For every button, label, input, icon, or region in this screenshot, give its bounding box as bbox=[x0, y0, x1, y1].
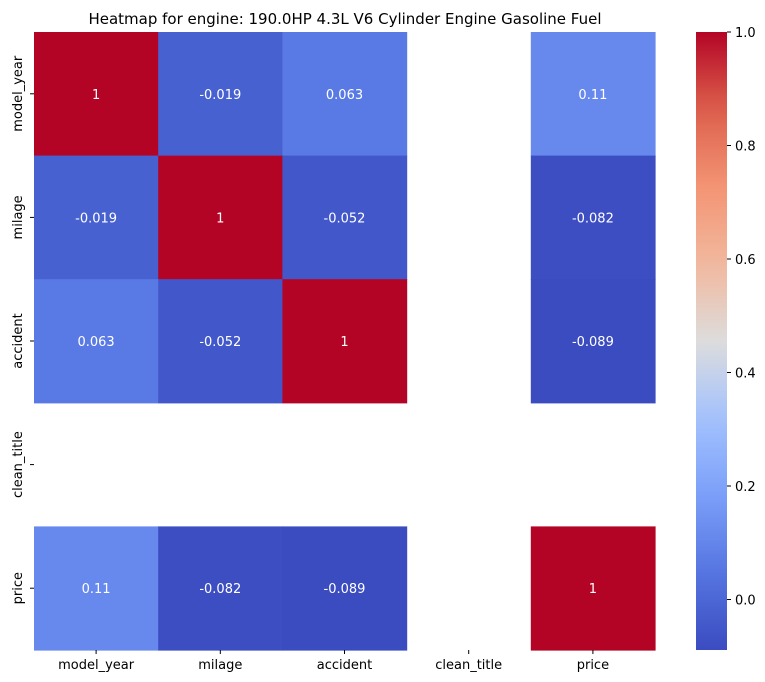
x-tick-label: clean_title bbox=[435, 658, 502, 673]
cell-value-label: 0.11 bbox=[82, 582, 111, 597]
heatmap-cell-milage-price bbox=[530, 155, 656, 280]
y-tick-label: accident bbox=[11, 313, 26, 368]
y-tick-label: clean_title bbox=[11, 431, 26, 498]
x-tick-label: price bbox=[577, 658, 609, 673]
y-tick-label: price bbox=[11, 572, 26, 604]
heatmap-cell-price-milage bbox=[158, 526, 283, 651]
heatmap-cell-labels: 1 -0.019 0.063 0.11 -0.019 1 -0.052 -0.082 0.063… bbox=[75, 88, 614, 597]
colorbar-tick-label: 0.8 bbox=[735, 139, 756, 154]
cell-value-label: 0.11 bbox=[578, 88, 607, 103]
cell-value-label: -0.052 bbox=[324, 211, 366, 226]
x-axis: model_year milage accident clean_title price bbox=[58, 650, 609, 673]
heatmap-cell-model_year-accident bbox=[282, 32, 408, 157]
x-tick-label: milage bbox=[198, 658, 242, 673]
cell-value-label: -0.089 bbox=[324, 582, 366, 597]
heatmap-cell-milage-model_year bbox=[34, 155, 159, 280]
chart-title: Heatmap for engine: 190.0HP 4.3L V6 Cyli… bbox=[88, 10, 601, 28]
heatmap-cell-price-accident bbox=[282, 526, 408, 651]
cell-value-label: 1 bbox=[92, 88, 100, 103]
cell-value-label: 0.063 bbox=[77, 335, 114, 350]
heatmap-cell-model_year-price bbox=[530, 32, 656, 157]
colorbar: 0.0 0.2 0.4 0.6 0.8 1.0 bbox=[696, 26, 756, 650]
heatmap-cell-price-price bbox=[530, 526, 656, 651]
cell-value-label: -0.089 bbox=[572, 335, 614, 350]
colorbar-tick-label: 1.0 bbox=[735, 26, 756, 41]
heatmap-cell-accident-milage bbox=[158, 279, 283, 404]
colorbar-tick-label: 0.0 bbox=[735, 593, 756, 608]
heatmap-cell-model_year-model_year bbox=[34, 32, 159, 157]
cell-value-label: 1 bbox=[216, 211, 224, 226]
cell-value-label: -0.082 bbox=[572, 211, 614, 226]
heatmap-cell-accident-model_year bbox=[34, 279, 159, 404]
cell-value-label: 0.063 bbox=[326, 88, 363, 103]
colorbar-tick-label: 0.6 bbox=[735, 253, 756, 268]
y-tick-label: model_year bbox=[11, 55, 26, 132]
cell-value-label: -0.019 bbox=[199, 88, 241, 103]
x-tick-label: model_year bbox=[58, 658, 135, 673]
heatmap-cell-milage-accident bbox=[282, 155, 408, 280]
colorbar-gradient bbox=[696, 32, 727, 650]
cell-value-label: -0.019 bbox=[75, 211, 117, 226]
heatmap-cells bbox=[34, 32, 656, 651]
heatmap-cell-price-model_year bbox=[34, 526, 159, 651]
colorbar-tick-label: 0.4 bbox=[735, 366, 756, 381]
heatmap-cell-accident-price bbox=[530, 279, 656, 404]
heatmap-cell-model_year-milage bbox=[158, 32, 283, 157]
y-tick-label: milage bbox=[11, 195, 26, 239]
cell-value-label: 1 bbox=[340, 335, 348, 350]
cell-value-label: 1 bbox=[589, 582, 597, 597]
colorbar-tick-label: 0.2 bbox=[735, 480, 756, 495]
cell-value-label: -0.052 bbox=[199, 335, 241, 350]
heatmap-cell-milage-milage bbox=[158, 155, 283, 280]
cell-value-label: -0.082 bbox=[199, 582, 241, 597]
heatmap-cell-accident-accident bbox=[282, 279, 408, 404]
x-tick-label: accident bbox=[317, 658, 372, 673]
